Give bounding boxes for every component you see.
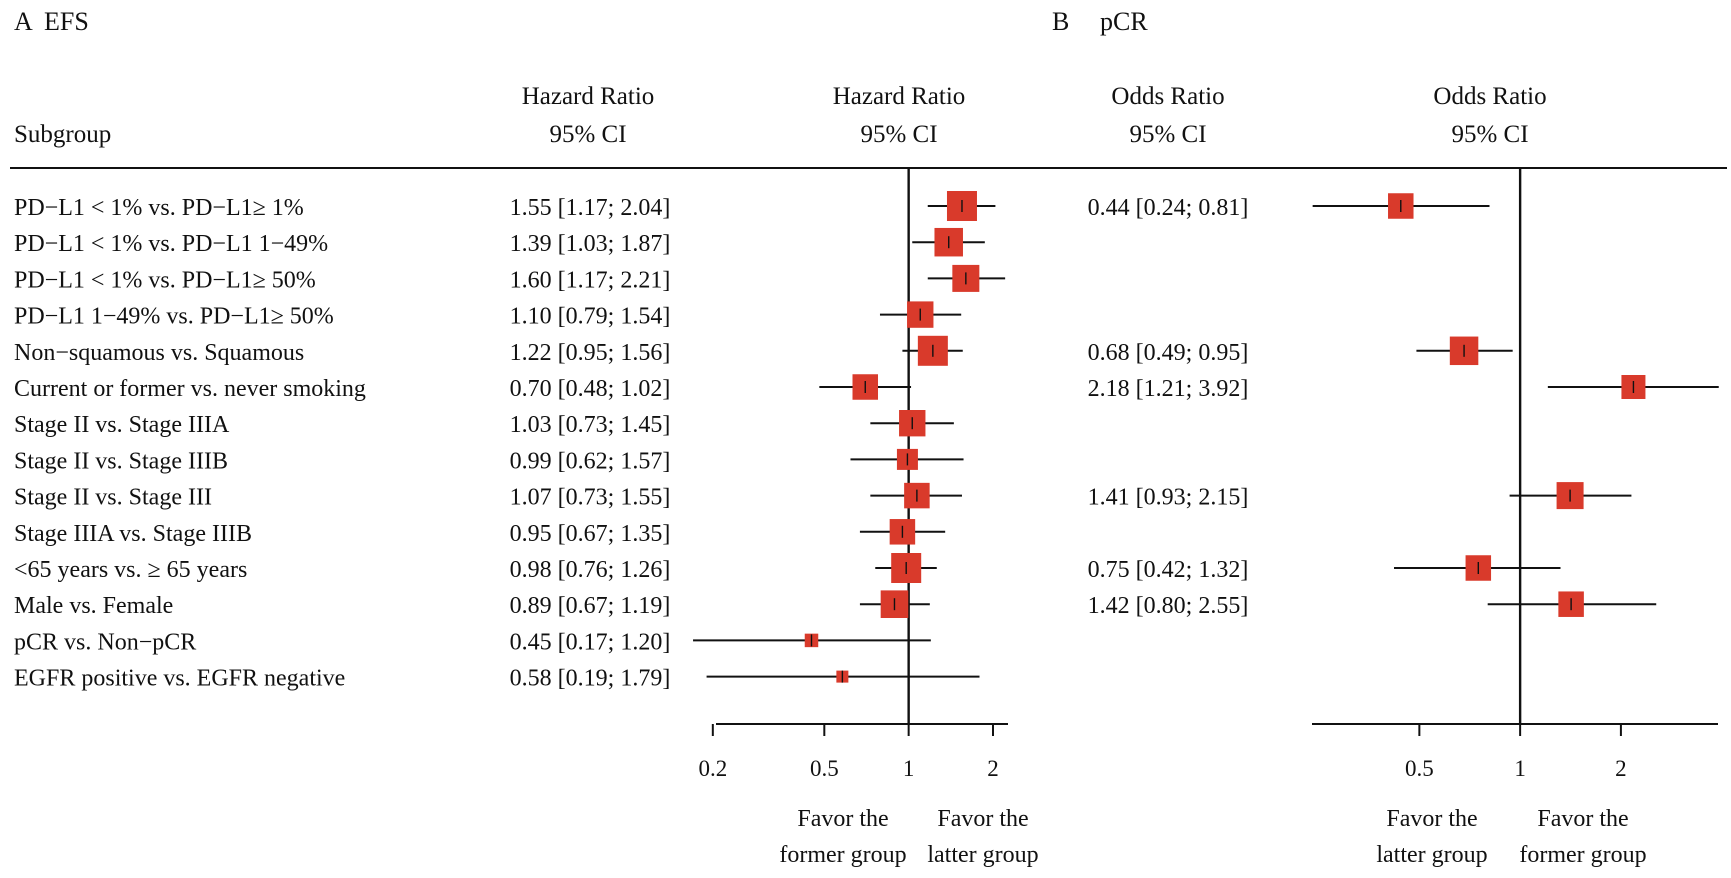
efs-tick-label: 2 <box>987 756 999 781</box>
pcr-tick-label: 1 <box>1514 756 1526 781</box>
pcr-tick-label: 2 <box>1615 756 1627 781</box>
subgroup-label: Stage II vs. Stage IIIA <box>14 412 230 438</box>
subgroup-label: PD−L1 1−49% vs. PD−L1≥ 50% <box>14 304 334 330</box>
efs-ci-text: 0.98 [0.76; 1.26] <box>510 557 671 583</box>
efs-favor-right-line1: Favor the <box>937 806 1028 832</box>
subgroup-label: EGFR positive vs. EGFR negative <box>14 666 345 692</box>
efs-tick-label: 1 <box>903 756 915 781</box>
efs-ci-text: 1.39 [1.03; 1.87] <box>510 231 671 257</box>
pcr-plot-header-line2: 95% CI <box>1451 121 1528 148</box>
efs-panel-title: EFS <box>44 7 89 36</box>
efs-ci-text: 1.07 [0.73; 1.55] <box>510 485 671 511</box>
pcr-favor-left-line1: Favor the <box>1386 806 1477 832</box>
pcr-ci-header-line2: 95% CI <box>1129 121 1206 148</box>
pcr-favor-left-line2: latter group <box>1376 842 1487 868</box>
subgroup-label: Current or former vs. never smoking <box>14 376 366 402</box>
efs-ci-text: 0.95 [0.67; 1.35] <box>510 521 671 547</box>
efs-ci-text: 1.10 [0.79; 1.54] <box>510 304 671 330</box>
efs-panel-letter: A <box>14 7 33 36</box>
pcr-favor-right-line2: former group <box>1519 842 1646 868</box>
efs-tick-label: 0.5 <box>810 756 839 781</box>
subgroup-header: Subgroup <box>14 121 111 148</box>
efs-ci-text: 1.60 [1.17; 2.21] <box>510 267 671 293</box>
pcr-ci-text: 1.41 [0.93; 2.15] <box>1088 485 1249 511</box>
efs-favor-right-line2: latter group <box>927 842 1038 868</box>
subgroup-label: PD−L1 < 1% vs. PD−L1≥ 50% <box>14 267 316 293</box>
pcr-ci-text: 0.75 [0.42; 1.32] <box>1088 557 1249 583</box>
pcr-ci-text: 1.42 [0.80; 2.55] <box>1088 593 1249 619</box>
pcr-favor-right-line1: Favor the <box>1537 806 1628 832</box>
pcr-panel-letter: B <box>1052 7 1069 36</box>
pcr-panel-title: pCR <box>1100 7 1148 36</box>
efs-ci-text: 0.99 [0.62; 1.57] <box>510 448 671 474</box>
pcr-forest-panel: 0.5 1 2 0.44 [0.24; 0.81] 0.68 [0.49; 0.95] 2… <box>1088 168 1719 781</box>
pcr-ci-header-line1: Odds Ratio <box>1111 83 1224 110</box>
efs-ci-text: 1.22 [0.95; 1.56] <box>510 340 671 366</box>
subgroup-label: Stage IIIA vs. Stage IIIB <box>14 521 252 547</box>
subgroup-label: PD−L1 < 1% vs. PD−L1≥ 1% <box>14 195 304 221</box>
efs-favor-left-line2: former group <box>779 842 906 868</box>
pcr-ci-text: 0.68 [0.49; 0.95] <box>1088 340 1249 366</box>
subgroup-label: PD−L1 < 1% vs. PD−L1 1−49% <box>14 231 328 257</box>
efs-ci-text: 0.45 [0.17; 1.20] <box>510 629 671 655</box>
efs-tick-label: 0.2 <box>698 756 727 781</box>
subgroup-label: <65 years vs. ≥ 65 years <box>14 557 247 583</box>
efs-favor-left-line1: Favor the <box>797 806 888 832</box>
subgroup-label: Stage II vs. Stage IIIB <box>14 448 228 474</box>
efs-ci-text: 1.55 [1.17; 2.04] <box>510 195 671 221</box>
subgroup-label: Non−squamous vs. Squamous <box>14 340 304 366</box>
efs-forest-panel: 0.2 0.5 1 2 PD−L1 < 1% vs. PD−L1≥ 1% 1.55 [1.… <box>14 168 1008 781</box>
efs-plot-header-line2: 95% CI <box>860 121 937 148</box>
efs-ci-text: 1.03 [0.73; 1.45] <box>510 412 671 438</box>
pcr-plot-header-line1: Odds Ratio <box>1433 83 1546 110</box>
subgroup-label: Male vs. Female <box>14 593 173 619</box>
efs-ci-header-line2: 95% CI <box>549 121 626 148</box>
pcr-ci-text: 2.18 [1.21; 3.92] <box>1088 376 1249 402</box>
efs-ci-header-line1: Hazard Ratio <box>522 83 655 110</box>
subgroup-label: pCR vs. Non−pCR <box>14 629 196 655</box>
efs-ci-text: 0.70 [0.48; 1.02] <box>510 376 671 402</box>
pcr-ci-text: 0.44 [0.24; 0.81] <box>1088 195 1249 221</box>
pcr-tick-label: 0.5 <box>1405 756 1434 781</box>
efs-plot-header-line1: Hazard Ratio <box>833 83 966 110</box>
efs-ci-text: 0.89 [0.67; 1.19] <box>510 593 671 619</box>
efs-ci-text: 0.58 [0.19; 1.79] <box>510 666 671 692</box>
subgroup-label: Stage II vs. Stage III <box>14 485 212 511</box>
